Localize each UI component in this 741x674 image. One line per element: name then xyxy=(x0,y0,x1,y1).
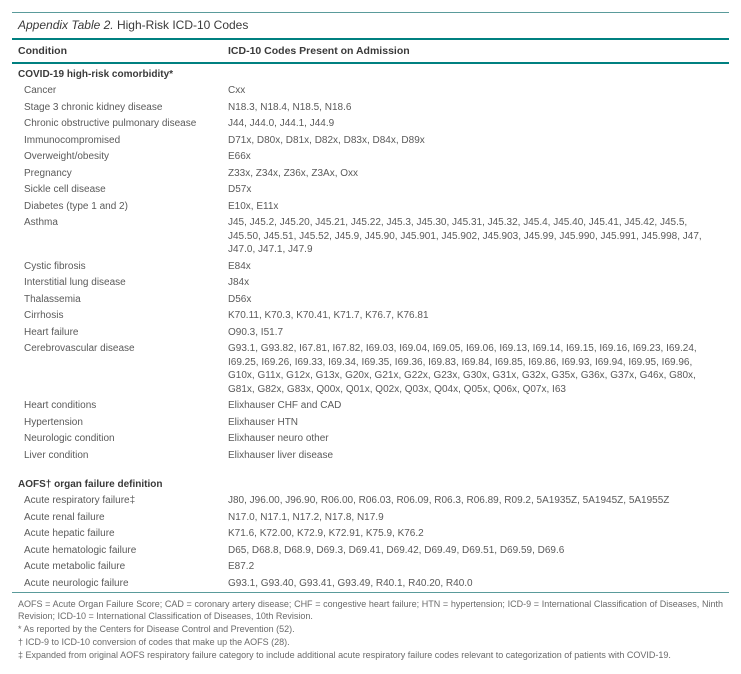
section-heading-row: AOFS† organ failure definition xyxy=(12,474,729,493)
condition-cell: Cystic fibrosis xyxy=(12,258,222,275)
table-row: AsthmaJ45, J45.2, J45.20, J45.21, J45.22… xyxy=(12,215,729,259)
table-row: Neurologic conditionElixhauser neuro oth… xyxy=(12,431,729,448)
section-spacer xyxy=(12,464,729,474)
section-heading: AOFS† organ failure definition xyxy=(12,474,729,493)
codes-cell: Elixhauser liver disease xyxy=(222,447,729,464)
table-row: Heart failureO90.3, I51.7 xyxy=(12,324,729,341)
codes-cell: E84x xyxy=(222,258,729,275)
codes-cell: K71.6, K72.00, K72.9, K72.91, K75.9, K76… xyxy=(222,526,729,543)
codes-cell: E10x, E11x xyxy=(222,198,729,215)
codes-cell: J45, J45.2, J45.20, J45.21, J45.22, J45.… xyxy=(222,215,729,259)
table-row: ImmunocompromisedD71x, D80x, D81x, D82x,… xyxy=(12,132,729,149)
table-row: Liver conditionElixhauser liver disease xyxy=(12,447,729,464)
section-aofs: AOFS† organ failure definitionAcute resp… xyxy=(12,474,729,593)
table-caption: Appendix Table 2. High-Risk ICD-10 Codes xyxy=(12,12,729,38)
table-row: Diabetes (type 1 and 2)E10x, E11x xyxy=(12,198,729,215)
table-row: PregnancyZ33x, Z34x, Z36x, Z3Ax, Oxx xyxy=(12,165,729,182)
table-row: Acute hepatic failureK71.6, K72.00, K72.… xyxy=(12,526,729,543)
footnote-line: AOFS = Acute Organ Failure Score; CAD = … xyxy=(18,598,723,622)
footnote-line: † ICD-9 to ICD-10 conversion of codes th… xyxy=(18,636,723,648)
codes-cell: D56x xyxy=(222,291,729,308)
table-row: Acute hematologic failureD65, D68.8, D68… xyxy=(12,542,729,559)
footnotes: AOFS = Acute Organ Failure Score; CAD = … xyxy=(12,598,729,662)
condition-cell: Asthma xyxy=(12,215,222,259)
table-row: CirrhosisK70.11, K70.3, K70.41, K71.7, K… xyxy=(12,308,729,325)
codes-cell: D71x, D80x, D81x, D82x, D83x, D84x, D89x xyxy=(222,132,729,149)
section-comorbidity: COVID-19 high-risk comorbidity*CancerCxx… xyxy=(12,63,729,464)
codes-cell: N17.0, N17.1, N17.2, N17.8, N17.9 xyxy=(222,509,729,526)
condition-cell: Cancer xyxy=(12,83,222,100)
table-row: Cystic fibrosisE84x xyxy=(12,258,729,275)
codes-cell: Elixhauser neuro other xyxy=(222,431,729,448)
condition-cell: Diabetes (type 1 and 2) xyxy=(12,198,222,215)
codes-cell: Elixhauser CHF and CAD xyxy=(222,398,729,415)
codes-cell: G93.1, G93.40, G93.41, G93.49, R40.1, R4… xyxy=(222,575,729,592)
condition-cell: Sickle cell disease xyxy=(12,182,222,199)
codes-cell: N18.3, N18.4, N18.5, N18.6 xyxy=(222,99,729,116)
section-heading-row: COVID-19 high-risk comorbidity* xyxy=(12,63,729,83)
condition-cell: Cerebrovascular disease xyxy=(12,341,222,398)
header-row: Condition ICD-10 Codes Present on Admiss… xyxy=(12,39,729,63)
caption-title: High-Risk ICD-10 Codes xyxy=(114,18,249,32)
caption-prefix: Appendix Table 2. xyxy=(18,18,114,32)
table-row: Acute metabolic failureE87.2 xyxy=(12,559,729,576)
table-row: Sickle cell diseaseD57x xyxy=(12,182,729,199)
condition-cell: Thalassemia xyxy=(12,291,222,308)
condition-cell: Heart conditions xyxy=(12,398,222,415)
codes-cell: J80, J96.00, J96.90, R06.00, R06.03, R06… xyxy=(222,493,729,510)
codes-cell: Elixhauser HTN xyxy=(222,414,729,431)
condition-cell: Interstitial lung disease xyxy=(12,275,222,292)
condition-cell: Pregnancy xyxy=(12,165,222,182)
codes-cell: J44, J44.0, J44.1, J44.9 xyxy=(222,116,729,133)
table-row: HypertensionElixhauser HTN xyxy=(12,414,729,431)
codes-cell: D57x xyxy=(222,182,729,199)
table-row: Stage 3 chronic kidney diseaseN18.3, N18… xyxy=(12,99,729,116)
codes-cell: G93.1, G93.82, I67.81, I67.82, I69.03, I… xyxy=(222,341,729,398)
col-codes: ICD-10 Codes Present on Admission xyxy=(222,39,729,63)
condition-cell: Stage 3 chronic kidney disease xyxy=(12,99,222,116)
table-row: CancerCxx xyxy=(12,83,729,100)
condition-cell: Immunocompromised xyxy=(12,132,222,149)
condition-cell: Chronic obstructive pulmonary disease xyxy=(12,116,222,133)
condition-cell: Acute respiratory failure‡ xyxy=(12,493,222,510)
col-condition: Condition xyxy=(12,39,222,63)
table-row: Interstitial lung diseaseJ84x xyxy=(12,275,729,292)
codes-cell: K70.11, K70.3, K70.41, K71.7, K76.7, K76… xyxy=(222,308,729,325)
condition-cell: Neurologic condition xyxy=(12,431,222,448)
section-heading: COVID-19 high-risk comorbidity* xyxy=(12,63,729,83)
table-row: Acute respiratory failure‡J80, J96.00, J… xyxy=(12,493,729,510)
condition-cell: Acute renal failure xyxy=(12,509,222,526)
table-row: Cerebrovascular diseaseG93.1, G93.82, I6… xyxy=(12,341,729,398)
table-row: Heart conditionsElixhauser CHF and CAD xyxy=(12,398,729,415)
codes-cell: E66x xyxy=(222,149,729,166)
table-row: Overweight/obesityE66x xyxy=(12,149,729,166)
condition-cell: Acute neurologic failure xyxy=(12,575,222,592)
codes-cell: Cxx xyxy=(222,83,729,100)
table-row: ThalassemiaD56x xyxy=(12,291,729,308)
footnote-line: ‡ Expanded from original AOFS respirator… xyxy=(18,649,723,661)
condition-cell: Acute hepatic failure xyxy=(12,526,222,543)
condition-cell: Acute hematologic failure xyxy=(12,542,222,559)
codes-cell: E87.2 xyxy=(222,559,729,576)
table-row: Chronic obstructive pulmonary diseaseJ44… xyxy=(12,116,729,133)
codes-cell: D65, D68.8, D68.9, D69.3, D69.41, D69.42… xyxy=(222,542,729,559)
condition-cell: Hypertension xyxy=(12,414,222,431)
codes-cell: Z33x, Z34x, Z36x, Z3Ax, Oxx xyxy=(222,165,729,182)
footnote-line: * As reported by the Centers for Disease… xyxy=(18,623,723,635)
codes-cell: J84x xyxy=(222,275,729,292)
codes-cell: O90.3, I51.7 xyxy=(222,324,729,341)
icd10-table: Condition ICD-10 Codes Present on Admiss… xyxy=(12,38,729,593)
condition-cell: Cirrhosis xyxy=(12,308,222,325)
table-row: Acute renal failureN17.0, N17.1, N17.2, … xyxy=(12,509,729,526)
condition-cell: Heart failure xyxy=(12,324,222,341)
condition-cell: Liver condition xyxy=(12,447,222,464)
condition-cell: Acute metabolic failure xyxy=(12,559,222,576)
condition-cell: Overweight/obesity xyxy=(12,149,222,166)
table-row: Acute neurologic failureG93.1, G93.40, G… xyxy=(12,575,729,592)
